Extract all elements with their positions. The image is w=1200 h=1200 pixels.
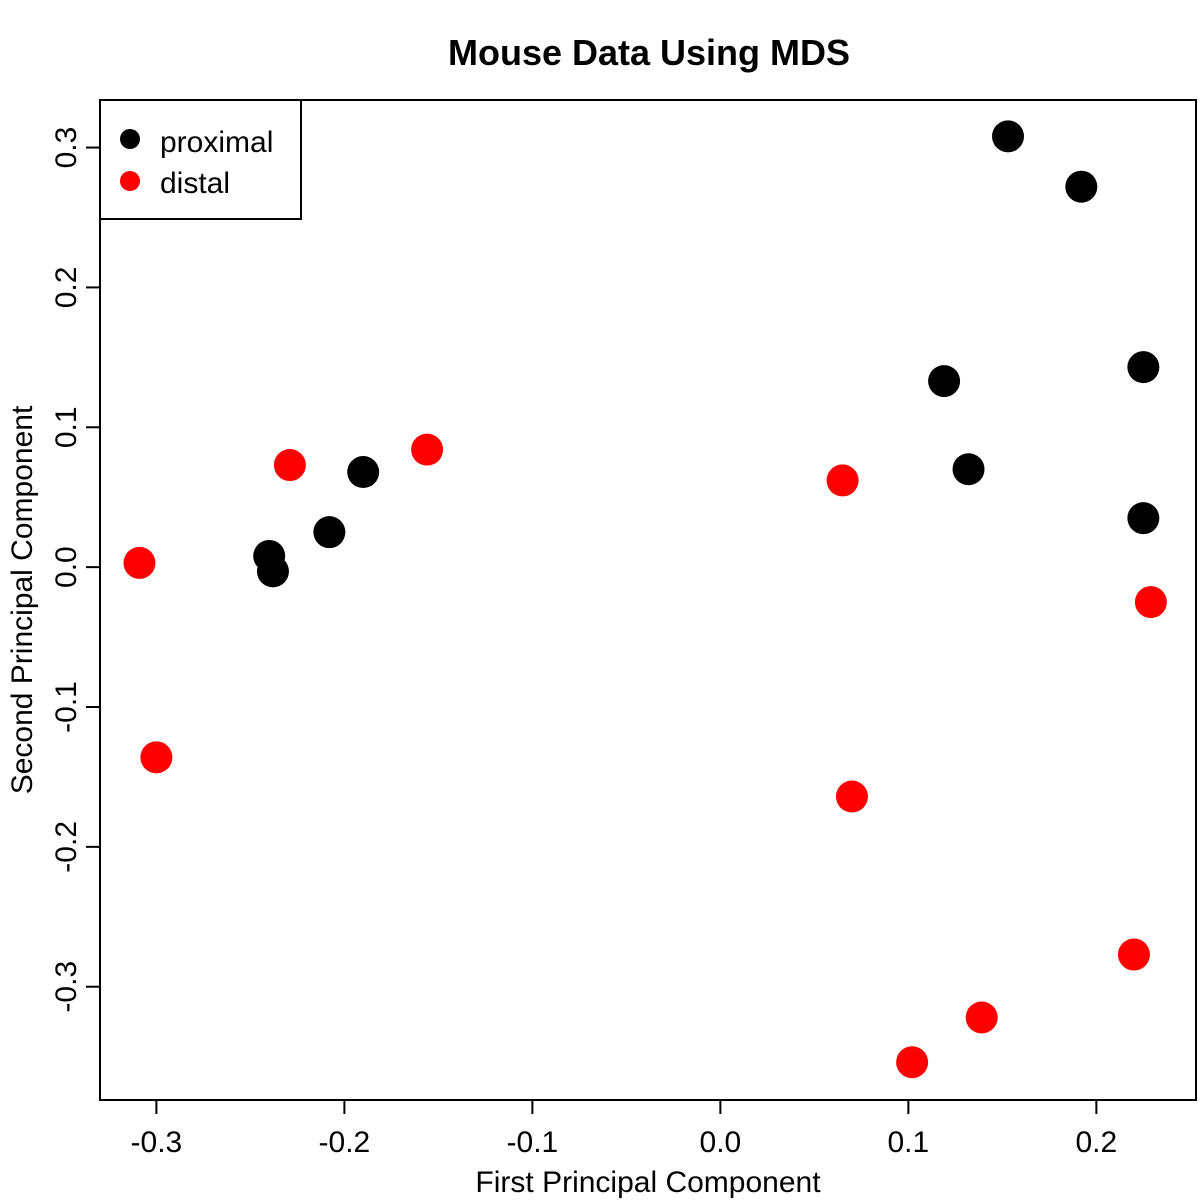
legend-label-proximal: proximal (160, 126, 273, 159)
y-tick-label: 0.1 (50, 406, 83, 448)
y-tick-label: -0.1 (50, 681, 83, 733)
y-axis: -0.3 -0.2 -0.1 0.0 0.1 0.2 0.3 (50, 127, 100, 1013)
plot-frame (99, 99, 1197, 1101)
y-tick-label: -0.3 (50, 961, 83, 1013)
legend-marker-proximal (120, 129, 140, 149)
legend-label-distal: distal (160, 167, 230, 200)
legend-marker-distal (120, 171, 140, 191)
point-proximal (1065, 170, 1098, 203)
y-tick-label: 0.0 (50, 546, 83, 588)
point-distal (1117, 938, 1150, 971)
point-proximal (1127, 351, 1160, 384)
x-tick-label: 0.0 (700, 1126, 742, 1159)
point-distal (273, 449, 306, 482)
point-proximal (256, 555, 289, 588)
point-proximal (952, 453, 985, 486)
point-distal (411, 433, 444, 466)
x-tick-label: 0.2 (1076, 1126, 1118, 1159)
legend: proximal distal (99, 99, 302, 220)
legend-box (99, 99, 302, 220)
x-tick-label: -0.2 (319, 1126, 371, 1159)
point-proximal (928, 365, 961, 398)
x-tick-label: -0.1 (507, 1126, 559, 1159)
point-distal (140, 741, 173, 774)
y-axis-label: Second Principal Component (6, 405, 39, 794)
point-proximal (1127, 502, 1160, 535)
chart-title: Mouse Data Using MDS (448, 32, 850, 73)
y-tick-label: 0.2 (50, 267, 83, 309)
data-points (123, 120, 1167, 1079)
point-distal (123, 546, 156, 579)
y-tick-label: -0.2 (50, 821, 83, 873)
x-axis: -0.3 -0.2 -0.1 0.0 0.1 0.2 (131, 1100, 1118, 1159)
x-tick-label: -0.3 (131, 1126, 183, 1159)
y-tick-label: 0.3 (50, 127, 83, 169)
point-proximal (347, 456, 380, 489)
x-tick-label: 0.1 (888, 1126, 930, 1159)
point-distal (896, 1046, 929, 1079)
point-proximal (313, 516, 346, 549)
point-distal (1134, 586, 1167, 619)
x-axis-label: First Principal Component (475, 1166, 821, 1199)
point-distal (965, 1001, 998, 1034)
point-distal (835, 780, 868, 813)
point-proximal (992, 120, 1025, 153)
point-distal (826, 464, 859, 497)
